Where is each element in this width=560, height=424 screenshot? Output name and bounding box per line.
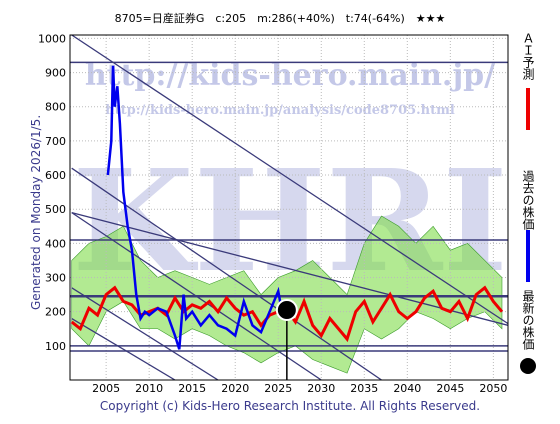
y-tick-label: 300 <box>45 272 66 285</box>
side-note: Generated on Monday 2026/1/5. <box>29 115 43 310</box>
x-tick-label: 2030 <box>307 382 335 395</box>
x-tick-label: 2010 <box>135 382 163 395</box>
y-tick-label: 600 <box>45 169 66 182</box>
line-1 <box>106 65 288 350</box>
trend-line <box>71 212 322 380</box>
latest-point <box>275 298 298 321</box>
y-tick-label: 200 <box>45 306 66 319</box>
x-tick-label: 2025 <box>264 382 292 395</box>
chart-title: 8705=日産証券G c:205 m:286(+40%) t:74(-64%) … <box>115 11 446 25</box>
trend-line <box>71 287 219 380</box>
y-tick-label: 800 <box>45 101 66 114</box>
x-tick-label: 2040 <box>393 382 421 395</box>
x-tick-label: 2050 <box>479 382 507 395</box>
trend-line <box>71 35 508 325</box>
footer: Copyright (c) Kids-Hero Research Institu… <box>100 399 480 413</box>
legend-label: 過去の株価 <box>521 170 535 230</box>
legend-label: 最新の株価 <box>521 290 535 350</box>
y-tick-label: 100 <box>45 340 66 353</box>
x-tick-label: 2015 <box>178 382 206 395</box>
x-tick-label: 2035 <box>350 382 378 395</box>
x-tick-label: 2020 <box>221 382 249 395</box>
plot-frame <box>69 34 509 381</box>
trend-line <box>71 211 508 326</box>
y-tick-label: 900 <box>45 67 66 80</box>
plot: KHRIhttp://kids-hero.main.jp/http://kids… <box>70 35 508 380</box>
watermark: http://kids-hero.main.jp/analysis/code87… <box>105 103 455 118</box>
y-tick-label: 700 <box>45 135 66 148</box>
trend-line <box>71 317 176 380</box>
legend-swatch <box>520 358 536 374</box>
watermark: http://kids-hero.main.jp/ <box>85 58 495 93</box>
y-tick-label: 1000 <box>38 32 66 45</box>
y-tick-label: 500 <box>45 203 66 216</box>
trend-line <box>71 167 382 380</box>
legend-label: ＡＩ予測 <box>521 32 535 81</box>
x-tick-label: 2045 <box>436 382 464 395</box>
x-tick-label: 2005 <box>92 382 120 395</box>
y-tick-label: 400 <box>45 237 66 250</box>
